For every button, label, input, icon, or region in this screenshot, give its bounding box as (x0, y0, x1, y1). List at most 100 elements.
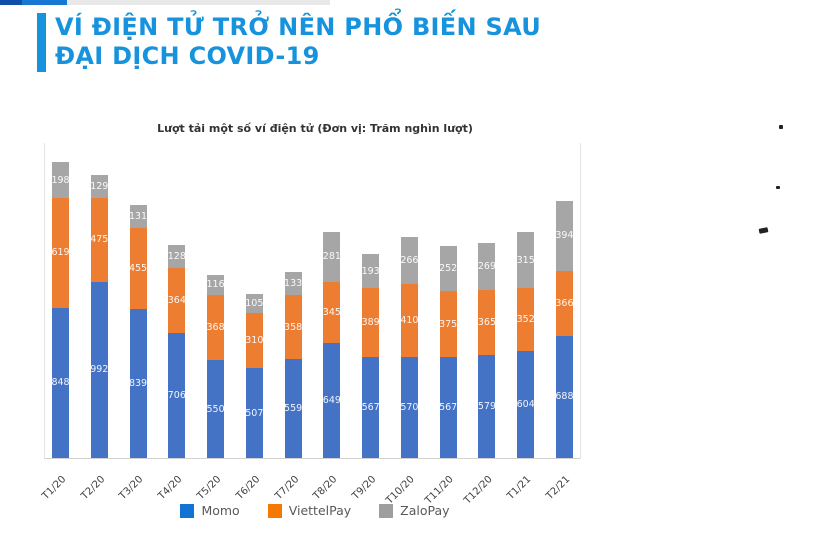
data-label: 116 (206, 279, 225, 291)
segment-viettelpay: 368 (206, 295, 225, 361)
data-label: 315 (516, 254, 535, 266)
artifact-dot (776, 186, 780, 189)
segment-momo: 706 (168, 332, 186, 458)
bar-column: 567 389 193 T9/20 (350, 253, 380, 502)
segment-momo: 688 (555, 335, 574, 458)
legend-swatch (267, 503, 282, 518)
chart-legend: Momo ViettelPay ZaloPay (40, 503, 590, 518)
x-axis-label: T5/20 (195, 474, 224, 502)
segment-zalopay: 394 (555, 201, 574, 271)
segment-momo: 604 (516, 350, 535, 458)
data-label: 992 (90, 364, 109, 376)
x-axis-label: T2/21 (544, 474, 573, 502)
stacked-bar: 567 389 193 (361, 253, 380, 458)
data-label: 375 (439, 318, 458, 330)
segment-momo: 579 (478, 355, 496, 458)
stacked-bar: 550 368 116 (206, 274, 225, 458)
page-title: VÍ ĐIỆN TỬ TRỞ NÊN PHỔ BIẾN SAU ĐẠI DỊCH… (55, 13, 541, 72)
data-label: 410 (400, 314, 419, 326)
legend-swatch (180, 503, 195, 518)
data-label: 368 (206, 322, 225, 334)
data-label: 688 (555, 391, 574, 403)
plot-area: 848 619 198 T1/20 992 475 129 T2/20 839 455 131 T3/… (40, 143, 581, 506)
segment-viettelpay: 455 (128, 228, 148, 310)
stacked-bar: 848 619 198 (51, 162, 70, 458)
legend-item-momo: Momo (180, 503, 240, 518)
x-axis-label: T11/20 (423, 474, 456, 507)
bar-column: 688 366 394 T2/21 (544, 201, 574, 502)
x-axis-label: T2/20 (79, 474, 108, 502)
strip-segment-dark-blue (0, 0, 22, 5)
data-label: 567 (439, 402, 458, 414)
data-label: 455 (128, 263, 148, 275)
segment-zalopay: 131 (128, 205, 148, 229)
data-label: 475 (90, 234, 109, 246)
data-label: 266 (400, 254, 419, 266)
segment-momo: 570 (400, 356, 418, 458)
data-label: 839 (128, 378, 148, 390)
segment-momo: 848 (51, 307, 70, 458)
x-axis-label: T1/20 (40, 474, 69, 502)
data-label: 365 (477, 317, 496, 329)
data-label: 269 (477, 261, 496, 272)
stacked-bar: 507 310 105 (245, 294, 263, 458)
strip-segment-gray (67, 0, 330, 5)
stacked-bar: 992 475 129 (90, 174, 109, 458)
segment-viettelpay: 475 (90, 197, 109, 282)
segment-viettelpay: 358 (284, 295, 303, 359)
article-header: VÍ ĐIỆN TỬ TRỞ NÊN PHỔ BIẾN SAU ĐẠI DỊCH… (37, 13, 541, 72)
top-decorative-strip (0, 0, 330, 5)
segment-viettelpay: 389 (361, 288, 380, 358)
data-label: 559 (284, 402, 303, 414)
x-axis-label: T4/20 (156, 474, 185, 502)
stacked-bar: 559 358 133 (284, 271, 303, 458)
segment-zalopay: 266 (400, 236, 419, 285)
stacked-bar-chart: Lượt tải một số ví điện tử (Đơn vị: Trăm… (40, 108, 590, 518)
data-label: 604 (516, 398, 535, 410)
strip-segment-blue (22, 0, 67, 5)
data-label: 358 (284, 321, 303, 333)
segment-momo: 550 (207, 360, 225, 458)
data-label: 389 (361, 317, 380, 329)
segment-viettelpay: 410 (400, 284, 419, 357)
data-label: 198 (51, 174, 70, 186)
segment-momo: 649 (323, 342, 341, 458)
data-label: 345 (322, 306, 341, 318)
segment-zalopay: 129 (90, 174, 109, 198)
stacked-bar: 604 352 315 (516, 232, 535, 458)
bar-column: 559 358 133 T7/20 (273, 271, 303, 502)
data-label: 252 (439, 262, 458, 274)
data-label: 281 (322, 251, 341, 263)
data-label: 364 (167, 294, 186, 306)
segment-momo: 567 (439, 357, 458, 458)
stacked-bar: 570 410 266 (400, 236, 419, 458)
bar-column: 579 365 269 T12/20 (462, 242, 496, 506)
data-label: 366 (555, 297, 574, 309)
data-label: 129 (90, 180, 109, 192)
segment-viettelpay: 375 (439, 290, 458, 358)
data-label: 131 (128, 211, 148, 223)
legend-label: Momo (201, 503, 240, 518)
legend-item-viettelpay: ViettelPay (267, 503, 351, 518)
bar-column: 550 368 116 T5/20 (195, 274, 225, 502)
page-title-line1: VÍ ĐIỆN TỬ TRỞ NÊN PHỔ BIẾN SAU (55, 13, 542, 41)
x-axis-label: T9/20 (350, 474, 379, 502)
stacked-bar: 567 375 252 (439, 246, 458, 458)
data-label: 352 (516, 314, 535, 326)
artifact-dash (758, 227, 769, 234)
segment-zalopay: 315 (516, 232, 535, 289)
segment-zalopay: 133 (284, 271, 302, 296)
segment-momo: 559 (284, 358, 303, 458)
segment-viettelpay: 345 (322, 281, 341, 343)
bar-column: 604 352 315 T1/21 (505, 232, 535, 502)
x-axis-label: T1/21 (505, 474, 534, 502)
bar-column: 848 619 198 T1/20 (40, 162, 70, 502)
segment-momo: 839 (128, 309, 148, 458)
stacked-bar: 839 455 131 (128, 205, 148, 458)
bar-column: 649 345 281 T8/20 (312, 231, 341, 502)
segment-zalopay: 116 (206, 274, 225, 296)
artifact-dot (779, 125, 783, 129)
title-accent-bar (37, 13, 46, 72)
data-label: 619 (51, 247, 70, 259)
data-label: 193 (361, 265, 380, 277)
